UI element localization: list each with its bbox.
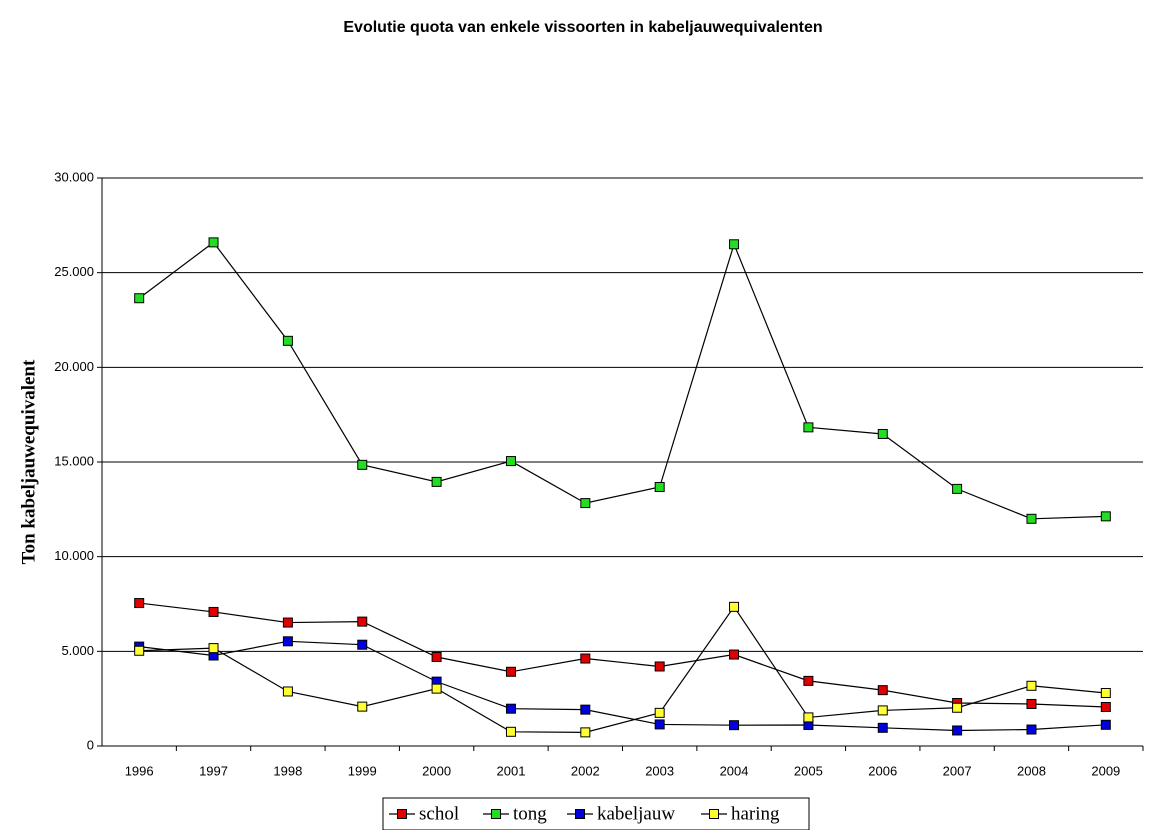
marker xyxy=(877,685,888,696)
legend-label: kabeljauw xyxy=(597,803,675,824)
marker xyxy=(282,335,293,346)
chart-title: Evolutie quota van enkele vissoorten in … xyxy=(343,19,822,36)
marker xyxy=(803,712,814,723)
marker xyxy=(1100,511,1111,522)
series-line xyxy=(139,605,1106,733)
marker xyxy=(282,636,293,647)
y-tick-label: 10.000 xyxy=(54,548,94,563)
y-tick-label: 5.000 xyxy=(61,643,94,658)
marker xyxy=(1026,724,1037,735)
marker xyxy=(654,707,665,718)
x-tick-label: 1997 xyxy=(199,763,228,778)
marker xyxy=(505,726,516,737)
x-tick-label: 1998 xyxy=(273,763,302,778)
marker xyxy=(803,422,814,433)
x-tick-label: 2006 xyxy=(868,763,897,778)
marker xyxy=(282,617,293,628)
marker xyxy=(729,601,740,612)
marker xyxy=(282,686,293,697)
marker xyxy=(431,683,442,694)
marker xyxy=(952,725,963,736)
y-tick-label: 0 xyxy=(87,737,94,752)
marker xyxy=(1026,680,1037,691)
x-tick-label: 2005 xyxy=(794,763,823,778)
legend-marker xyxy=(575,809,585,819)
y-tick-label: 20.000 xyxy=(54,359,94,374)
marker xyxy=(208,237,219,248)
x-tick-label: 2002 xyxy=(571,763,600,778)
x-tick-label: 2001 xyxy=(497,763,526,778)
marker xyxy=(729,720,740,731)
marker xyxy=(505,703,516,714)
marker xyxy=(952,483,963,494)
legend-marker xyxy=(709,809,719,819)
x-tick-label: 2003 xyxy=(645,763,674,778)
legend-box xyxy=(382,797,810,831)
marker xyxy=(877,722,888,733)
marker xyxy=(208,643,219,654)
marker xyxy=(357,639,368,650)
marker xyxy=(580,498,591,509)
marker xyxy=(580,653,591,664)
marker xyxy=(654,719,665,730)
legend-marker xyxy=(397,809,407,819)
marker xyxy=(134,293,145,304)
marker xyxy=(357,616,368,627)
x-tick-label: 2000 xyxy=(422,763,451,778)
marker xyxy=(654,481,665,492)
x-tick-label: 2007 xyxy=(943,763,972,778)
y-tick-label: 30.000 xyxy=(54,169,94,184)
y-tick-label: 25.000 xyxy=(54,264,94,279)
legend-marker xyxy=(491,809,501,819)
marker xyxy=(580,727,591,738)
marker xyxy=(357,701,368,712)
marker xyxy=(505,666,516,677)
legend-label: tong xyxy=(513,803,547,824)
marker xyxy=(1100,687,1111,698)
marker xyxy=(877,428,888,439)
marker xyxy=(654,661,665,672)
marker xyxy=(580,704,591,715)
series-line xyxy=(138,241,1106,520)
y-axis-title: Ton kabeljauwequivalent xyxy=(18,359,39,564)
marker xyxy=(729,239,740,250)
x-tick-label: 1996 xyxy=(125,763,154,778)
marker xyxy=(505,456,516,467)
marker xyxy=(1026,513,1037,524)
marker xyxy=(729,649,740,660)
legend-label: schol xyxy=(419,803,459,824)
marker xyxy=(134,645,145,656)
marker xyxy=(431,652,442,663)
series-line xyxy=(139,640,1106,732)
marker xyxy=(431,476,442,487)
marker xyxy=(803,675,814,686)
series-line xyxy=(139,602,1106,708)
marker xyxy=(1026,698,1037,709)
marker xyxy=(1100,701,1111,712)
x-tick-label: 2008 xyxy=(1017,763,1046,778)
y-tick-label: 15.000 xyxy=(54,453,94,468)
legend-label: haring xyxy=(731,803,780,824)
marker xyxy=(952,702,963,713)
x-tick-label: 1999 xyxy=(348,763,377,778)
marker xyxy=(1100,719,1111,730)
x-tick-label: 2004 xyxy=(720,763,749,778)
marker xyxy=(877,705,888,716)
marker xyxy=(208,606,219,617)
marker xyxy=(357,459,368,470)
marker xyxy=(134,598,145,609)
x-tick-label: 2009 xyxy=(1091,763,1120,778)
